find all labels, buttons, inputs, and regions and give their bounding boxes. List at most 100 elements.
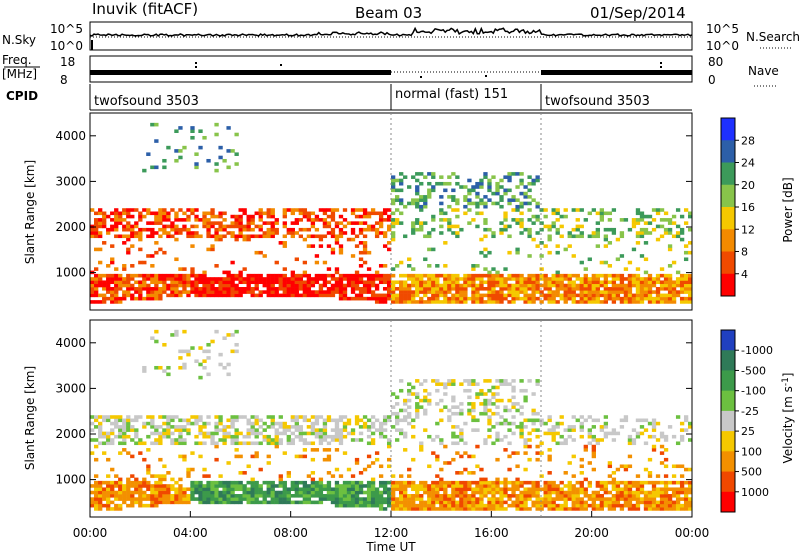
heatmap-cell xyxy=(411,277,416,281)
heatmap-cell xyxy=(607,464,613,469)
heatmap-cell xyxy=(130,454,135,459)
heatmap-cell xyxy=(411,392,416,396)
heatmap-cell xyxy=(154,487,159,492)
heatmap-cell xyxy=(447,408,452,413)
heatmap-cell xyxy=(122,293,127,298)
heatmap-cell xyxy=(318,287,324,291)
heatmap-cell xyxy=(266,227,271,232)
heatmap-cell xyxy=(98,428,103,432)
heatmap-cell xyxy=(338,231,344,235)
heatmap-cell xyxy=(282,267,287,271)
heatmap-cell xyxy=(122,425,127,429)
heatmap-cell xyxy=(439,211,444,216)
heatmap-cell xyxy=(142,490,147,495)
heatmap-cell xyxy=(495,385,500,390)
heatmap-cell xyxy=(210,208,215,212)
heatmap-cell xyxy=(651,500,657,505)
y-tick-label: 1000 xyxy=(55,473,86,487)
heatmap-cell xyxy=(370,490,376,495)
heatmap-cell xyxy=(551,490,556,495)
heatmap-cell xyxy=(503,211,508,216)
heatmap-cell xyxy=(407,201,412,206)
heatmap-cell xyxy=(559,503,564,508)
heatmap-cell xyxy=(531,280,536,285)
heatmap-cell xyxy=(459,283,464,288)
heatmap-cell xyxy=(246,487,251,492)
heatmap-cell xyxy=(591,273,596,278)
heatmap-cell xyxy=(102,280,107,285)
heatmap-cell xyxy=(543,421,548,426)
heatmap-cell xyxy=(150,165,155,170)
heatmap-cell xyxy=(551,293,556,298)
heatmap-cell xyxy=(527,181,532,186)
heatmap-cell xyxy=(130,497,135,501)
heatmap-cell xyxy=(282,208,287,212)
heatmap-cell xyxy=(174,158,179,163)
heatmap-cell xyxy=(366,494,372,498)
heatmap-cell xyxy=(651,507,657,511)
heatmap-cell xyxy=(579,208,584,212)
heatmap-cell xyxy=(639,231,645,235)
heatmap-cell xyxy=(102,211,107,216)
heatmap-cell xyxy=(386,280,392,285)
heatmap-cell xyxy=(302,273,308,278)
heatmap-cell xyxy=(403,507,408,511)
heatmap-cell xyxy=(443,392,448,396)
heatmap-cell xyxy=(399,408,404,413)
heatmap-cell xyxy=(611,293,617,298)
heatmap-cell xyxy=(579,500,584,505)
heatmap-cell xyxy=(206,434,211,439)
heatmap-cell xyxy=(162,421,167,426)
heatmap-cell xyxy=(346,421,352,426)
heatmap-cell xyxy=(651,428,657,432)
heatmap-cell xyxy=(535,444,540,449)
heatmap-cell xyxy=(411,224,416,229)
heatmap-cell xyxy=(587,428,592,432)
heatmap-cell xyxy=(118,507,123,511)
heatmap-cell xyxy=(150,441,155,446)
heatmap-cell xyxy=(126,490,131,495)
heatmap-cell xyxy=(507,201,512,206)
heatmap-cell xyxy=(158,273,163,278)
heatmap-cell xyxy=(230,480,235,485)
heatmap-cell xyxy=(643,280,649,285)
heatmap-cell xyxy=(567,507,572,511)
heatmap-cell xyxy=(350,431,356,436)
heatmap-cell xyxy=(150,484,155,488)
heatmap-cell xyxy=(386,227,392,232)
heatmap-cell xyxy=(158,208,163,212)
heatmap-cell xyxy=(102,283,107,288)
heatmap-cell xyxy=(687,211,693,216)
heatmap-cell xyxy=(451,379,456,383)
heatmap-cell xyxy=(415,277,420,281)
heatmap-cell xyxy=(663,457,669,462)
heatmap-cell xyxy=(559,415,564,419)
colorbar-swatch xyxy=(721,273,735,297)
heatmap-cell xyxy=(519,434,524,439)
heatmap-cell xyxy=(595,283,600,288)
heatmap-cell xyxy=(435,280,440,285)
heatmap-cell xyxy=(487,277,492,281)
heatmap-cell xyxy=(403,273,408,278)
heatmap-cell xyxy=(535,418,540,423)
heatmap-cell xyxy=(326,494,332,498)
heatmap-cell xyxy=(118,494,123,498)
y-tick-label: 1000 xyxy=(55,266,86,280)
heatmap-cell xyxy=(178,454,183,459)
heatmap-cell xyxy=(246,277,251,281)
heatmap-cell xyxy=(579,277,584,281)
heatmap-cell xyxy=(683,208,689,212)
heatmap-cell xyxy=(362,211,368,216)
heatmap-cell xyxy=(671,487,677,492)
heatmap-cell xyxy=(310,218,316,222)
heatmap-cell xyxy=(130,428,135,432)
heatmap-cell xyxy=(471,500,476,505)
heatmap-cell xyxy=(366,267,372,271)
heatmap-cell xyxy=(106,431,111,436)
heatmap-cell xyxy=(106,231,111,235)
heatmap-cell xyxy=(503,490,508,495)
heatmap-cell xyxy=(451,494,456,498)
heatmap-cell xyxy=(463,204,468,209)
heatmap-cell xyxy=(262,438,267,442)
heatmap-cell xyxy=(479,507,484,511)
